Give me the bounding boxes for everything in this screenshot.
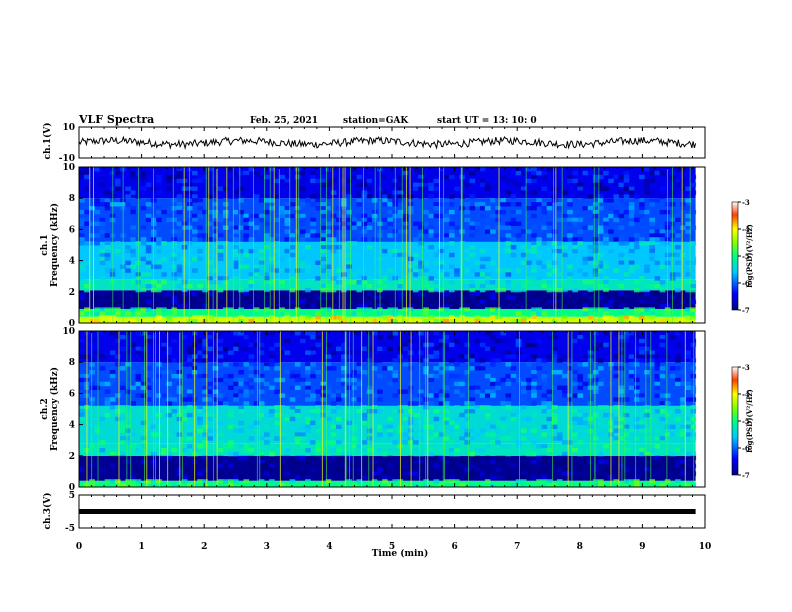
ch3-voltage-panel: 5 -5: [65, 491, 706, 534]
ch2-cbtick--3: -3: [742, 363, 750, 372]
x-tick-7: 7: [514, 542, 520, 552]
ch1-cbtick--5: -5: [742, 252, 750, 261]
ch2-colorbar: -3 -4 -5 -6 -7 log(PSD)(V²/Hz): [731, 363, 754, 480]
ch2-ylabel: ch.2 Frequency (kHz): [40, 367, 60, 451]
x-tick-2: 2: [201, 542, 207, 552]
x-tick-0: 0: [76, 542, 82, 552]
ch2-ytick-10: 10: [62, 327, 75, 337]
ch2-ytick-6: 6: [69, 389, 75, 399]
ch1-ytick-2: 2: [69, 288, 75, 298]
ch1-cbtick--3: -3: [742, 198, 750, 207]
ch1-colorbar-scale: [731, 201, 739, 311]
ch1-cbtick--7: -7: [742, 306, 750, 315]
ch3v-ytick--5: -5: [65, 524, 75, 534]
ch3v-ytick-5: 5: [69, 491, 75, 501]
ch1v-ytick--10: -10: [59, 154, 75, 164]
x-axis-label: Time (min): [372, 548, 429, 559]
ch1-cbtick--6: -6: [742, 279, 750, 288]
x-tick-1: 1: [138, 542, 144, 552]
ch1-ytick-10: 10: [62, 163, 75, 173]
ch1v-frame: [78, 126, 706, 159]
ch2-ytick-8: 8: [69, 358, 75, 368]
x-tick-10: 10: [699, 542, 712, 552]
x-tick-6: 6: [451, 542, 457, 552]
svg-text:ch.1: ch.1: [40, 234, 50, 255]
ch2-spectrogram-panel: 0 2 4 6 8 10: [62, 327, 706, 493]
ch1-ytick-0: 0: [69, 319, 75, 329]
x-tick-3: 3: [264, 542, 270, 552]
ch1-voltage-panel: 10 -10: [59, 123, 706, 164]
ch1-spectrogram-panel: 0 2 4 6 8 10: [62, 163, 706, 329]
ch1v-ylabel: ch.1(V): [42, 123, 53, 160]
x-tick-5: 5: [389, 542, 395, 552]
ch1-colorbar: -3 -4 -5 -6 -7 log(PSD)(V²/Hz): [731, 198, 754, 315]
ch2-colorbar-scale: [731, 366, 739, 476]
ch1v-ytick-10: 10: [62, 123, 75, 133]
station-label: station=GAK: [343, 116, 409, 126]
ch1-ylabel: ch.1 Frequency (kHz): [40, 203, 60, 287]
ch2-colorbar-label: log(PSD)(V²/Hz): [745, 389, 754, 453]
ch2-cbtick--5: -5: [742, 417, 750, 426]
ch2-ytick-2: 2: [69, 452, 75, 462]
ch2-cbtick--7: -7: [742, 471, 750, 480]
svg-text:Frequency (kHz): Frequency (kHz): [49, 367, 60, 451]
chart-title: VLF Spectra: [78, 113, 154, 126]
ch1-ytick-6: 6: [69, 225, 75, 235]
x-tick-9: 9: [639, 542, 645, 552]
ch1-ytick-4: 4: [69, 257, 75, 267]
x-axis: 0 1 2 3 4 5 6 7 8 9 10: [76, 542, 711, 552]
start-time-label: start UT = 13: 10: 0: [437, 116, 537, 126]
ch1-cbtick--4: -4: [742, 225, 750, 234]
ch1-colorbar-label: log(PSD)(V²/Hz): [745, 224, 754, 288]
x-tick-8: 8: [577, 542, 583, 552]
svg-text:ch.2: ch.2: [40, 398, 50, 419]
svg-text:Frequency (kHz): Frequency (kHz): [49, 203, 60, 287]
ch2-ytick-4: 4: [69, 421, 75, 431]
ch2-cbtick--4: -4: [742, 390, 750, 399]
ch1-trace: [78, 135, 697, 150]
date-label: Feb. 25, 2021: [250, 116, 318, 126]
ch2-ytick-0: 0: [69, 483, 75, 493]
ch2-cbtick--6: -6: [742, 444, 750, 453]
ch1-ytick-8: 8: [69, 194, 75, 204]
x-tick-4: 4: [326, 542, 332, 552]
ch3v-ylabel: ch.3(V): [42, 493, 53, 530]
